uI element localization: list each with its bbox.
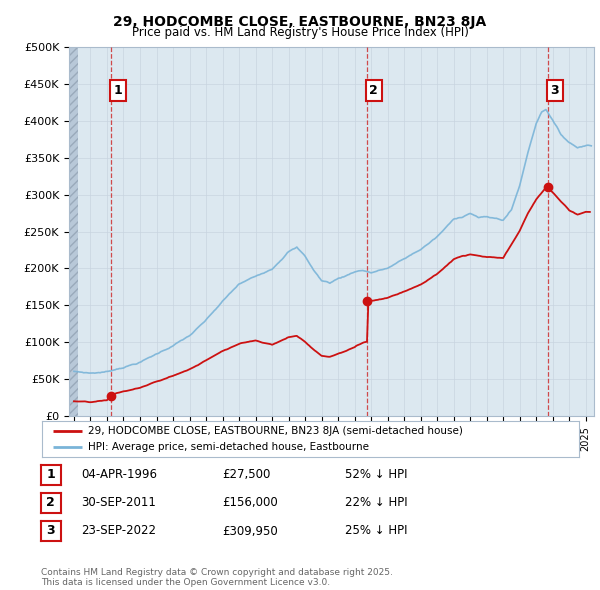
Text: 1: 1	[113, 84, 122, 97]
Text: HPI: Average price, semi-detached house, Eastbourne: HPI: Average price, semi-detached house,…	[88, 442, 368, 453]
Text: 3: 3	[551, 84, 559, 97]
Text: 29, HODCOMBE CLOSE, EASTBOURNE, BN23 8JA (semi-detached house): 29, HODCOMBE CLOSE, EASTBOURNE, BN23 8JA…	[88, 425, 463, 435]
Text: £27,500: £27,500	[222, 468, 271, 481]
Text: 22% ↓ HPI: 22% ↓ HPI	[345, 496, 407, 509]
Text: 2: 2	[46, 496, 55, 509]
Text: Contains HM Land Registry data © Crown copyright and database right 2025.
This d: Contains HM Land Registry data © Crown c…	[41, 568, 392, 587]
Text: 52% ↓ HPI: 52% ↓ HPI	[345, 468, 407, 481]
Bar	[69, 47, 78, 416]
Text: £156,000: £156,000	[222, 496, 278, 509]
Text: Price paid vs. HM Land Registry's House Price Index (HPI): Price paid vs. HM Land Registry's House …	[131, 26, 469, 39]
Text: 25% ↓ HPI: 25% ↓ HPI	[345, 525, 407, 537]
Text: 23-SEP-2022: 23-SEP-2022	[81, 525, 156, 537]
Text: 2: 2	[370, 84, 378, 97]
Text: 1: 1	[46, 468, 55, 481]
Text: £309,950: £309,950	[222, 525, 278, 537]
Text: 29, HODCOMBE CLOSE, EASTBOURNE, BN23 8JA: 29, HODCOMBE CLOSE, EASTBOURNE, BN23 8JA	[113, 15, 487, 29]
Text: 3: 3	[46, 525, 55, 537]
Text: 04-APR-1996: 04-APR-1996	[81, 468, 157, 481]
Text: 30-SEP-2011: 30-SEP-2011	[81, 496, 156, 509]
